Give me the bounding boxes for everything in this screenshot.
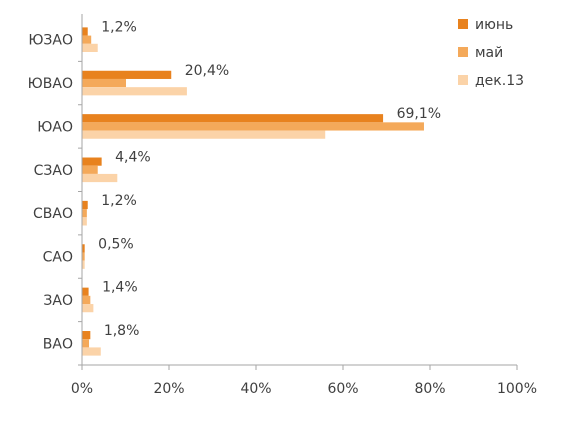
data-label: 20,4%: [185, 63, 229, 79]
data-label: 69,1%: [397, 106, 441, 122]
category-label: СЗАО: [34, 163, 73, 179]
bar: [82, 130, 326, 139]
bar: [82, 43, 98, 52]
data-labels-group: 1,2% 20,4% 69,1% 4,4% 1,2% 0,5% 1,4% 1,8%: [98, 19, 441, 339]
bar: [82, 347, 101, 356]
data-label: 1,4%: [102, 280, 138, 296]
bar: [82, 252, 85, 261]
bar: [82, 27, 88, 36]
bar: [82, 157, 102, 166]
legend-swatch: [458, 47, 468, 57]
bar: [82, 304, 94, 313]
bar: [82, 260, 85, 269]
bar: [82, 122, 424, 131]
category-label: ЗАО: [43, 293, 73, 309]
category-labels-group: ЮЗАО ЮВАО ЮАО СЗАО СВАО САО ЗАО ВАО: [28, 33, 73, 353]
legend-label: июнь: [475, 17, 513, 33]
category-label: ЮВАО: [28, 76, 73, 92]
data-label: 1,2%: [101, 19, 137, 35]
bars-group: [82, 27, 424, 356]
bar: [82, 78, 126, 88]
bar: [82, 173, 118, 183]
x-tick-label: 80%: [414, 381, 445, 397]
x-tick-label: 0%: [71, 381, 93, 397]
bar: [82, 87, 187, 96]
x-tick-label: 100%: [497, 381, 537, 397]
axes-group: [81, 14, 517, 366]
bar: [82, 35, 92, 44]
category-label: САО: [43, 250, 73, 266]
bar: [82, 165, 98, 174]
x-tick-label: 40%: [240, 381, 271, 397]
data-label: 0,5%: [98, 236, 134, 252]
bar: [82, 244, 85, 253]
data-label: 4,4%: [115, 150, 151, 166]
bar: [82, 200, 88, 210]
bar: [82, 339, 90, 348]
bar: [82, 295, 91, 305]
category-label: ЮАО: [37, 119, 73, 135]
data-label: 1,8%: [104, 323, 140, 339]
legend: июнь май дек.13: [458, 17, 524, 89]
legend-label: дек.13: [475, 73, 524, 89]
legend-swatch: [458, 19, 468, 29]
ticks-group: 0% 20% 40% 60% 80% 100%: [71, 60, 537, 397]
legend-label: май: [475, 45, 503, 61]
bar: [82, 114, 384, 123]
bar: [82, 70, 172, 79]
bar: [82, 287, 89, 296]
legend-swatch: [458, 75, 468, 85]
category-label: СВАО: [33, 206, 73, 222]
bar: [82, 209, 87, 218]
bar: [82, 331, 91, 340]
data-label: 1,2%: [101, 193, 137, 209]
bar: [82, 217, 87, 226]
x-tick-label: 20%: [153, 381, 184, 397]
category-label: ЮЗАО: [28, 33, 73, 49]
x-tick-label: 60%: [327, 381, 358, 397]
category-label: ВАО: [43, 336, 73, 352]
